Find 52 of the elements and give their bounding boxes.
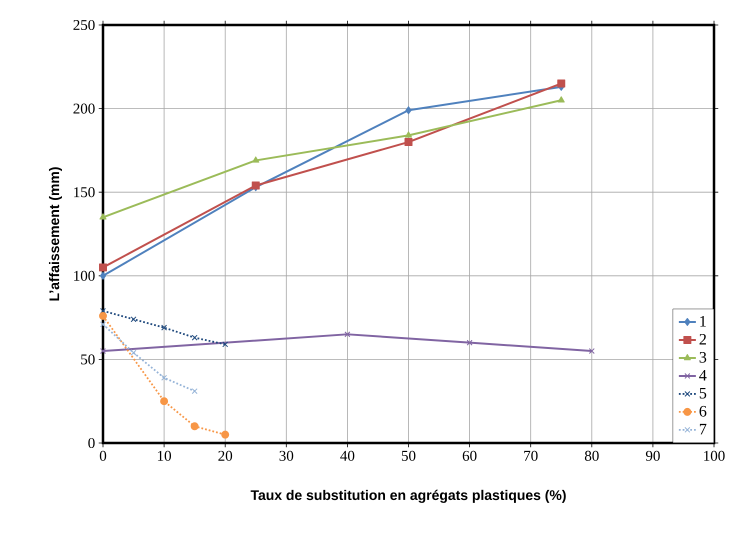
point [404, 131, 412, 138]
point [99, 213, 107, 220]
x-tick-label: 0 [100, 450, 106, 461]
y-tick-label: 50 [81, 354, 95, 364]
y-tick-label: 150 [74, 187, 95, 198]
point [100, 321, 106, 328]
point [466, 340, 473, 346]
x-tick-label: 20 [218, 450, 232, 461]
x-tick-label: 100 [704, 450, 725, 461]
x-tick-label: 90 [646, 450, 660, 461]
x-tick-label: 40 [340, 450, 354, 461]
point [405, 106, 412, 114]
point [161, 374, 168, 381]
legend-label: 5 [700, 388, 706, 399]
point [99, 312, 107, 320]
point [557, 80, 566, 88]
x-tick-label: 80 [584, 450, 599, 461]
point [588, 348, 595, 354]
point [100, 272, 106, 280]
point [252, 156, 260, 163]
x-axis-title: Taux de substitution en agrégats plastiques (%) [250, 490, 566, 503]
point [100, 348, 106, 354]
x-tick-label: 60 [462, 450, 477, 461]
point [404, 138, 412, 146]
point [130, 350, 137, 356]
point [344, 331, 350, 338]
x-tick-label: 10 [158, 450, 172, 461]
y-axis-title: L’affaissement (mm) [48, 167, 62, 300]
y-tick-label: 0 [88, 438, 95, 448]
x-tick-label: 30 [280, 450, 294, 461]
legend-label: 2 [700, 334, 706, 344]
y-tick-label: 100 [74, 270, 95, 281]
legend-label: 6 [700, 406, 706, 417]
legend-label: 1 [700, 316, 706, 326]
legend-label: 3 [700, 352, 706, 363]
point [161, 324, 168, 331]
point [190, 422, 199, 430]
y-tick-label: 250 [73, 20, 95, 30]
x-tick-label: 70 [524, 450, 538, 461]
point [192, 334, 198, 341]
point [130, 316, 137, 322]
point [100, 308, 106, 314]
point [221, 430, 230, 439]
point [99, 263, 107, 272]
x-tick-label: 50 [402, 450, 416, 461]
point [192, 388, 198, 394]
y-tick-label: 200 [73, 104, 95, 114]
point [222, 341, 228, 348]
legend-label: 4 [699, 370, 707, 380]
point [160, 397, 168, 406]
legend-label: 7 [700, 424, 706, 434]
point [558, 96, 565, 102]
